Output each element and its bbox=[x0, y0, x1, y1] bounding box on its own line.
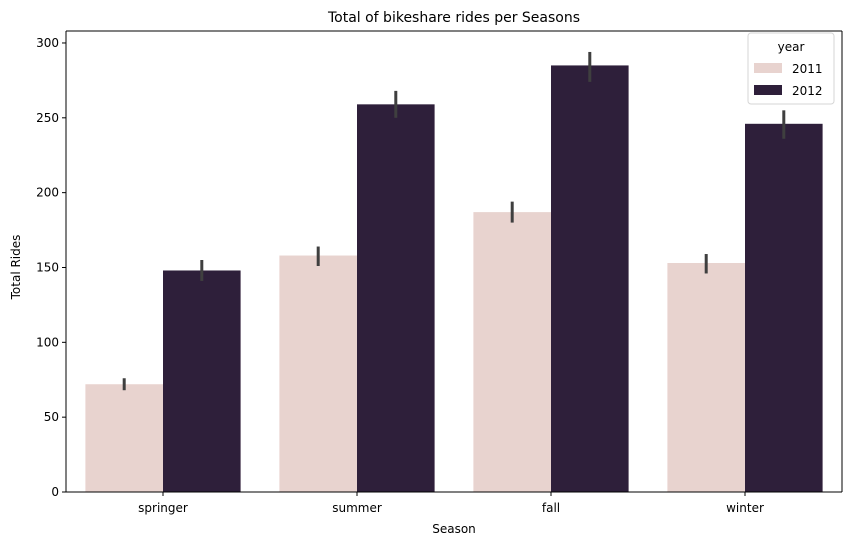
legend-label-2011: 2011 bbox=[792, 62, 823, 76]
bar-springer-2011 bbox=[85, 384, 163, 492]
x-tick-label: springer bbox=[138, 501, 188, 515]
y-tick-label: 50 bbox=[44, 410, 59, 424]
y-tick-label: 250 bbox=[36, 111, 59, 125]
chart-title: Total of bikeshare rides per Seasons bbox=[327, 10, 580, 26]
bar-winter-2012 bbox=[745, 123, 823, 492]
error-bars-layer bbox=[122, 51, 786, 391]
bar-summer-2012 bbox=[357, 104, 435, 492]
legend-swatch-2011 bbox=[754, 63, 782, 73]
x-tick-label: summer bbox=[332, 501, 382, 515]
x-tick-label: winter bbox=[726, 501, 764, 515]
bar-fall-2011 bbox=[473, 212, 551, 492]
legend-swatch-2012 bbox=[754, 85, 782, 95]
y-tick-label: 200 bbox=[36, 186, 59, 200]
legend: year 2011 2012 bbox=[747, 32, 835, 105]
bar-springer-2012 bbox=[163, 270, 241, 492]
bar-summer-2011 bbox=[279, 255, 357, 492]
x-axis-title: Season bbox=[432, 522, 476, 536]
bar-winter-2011 bbox=[667, 262, 745, 492]
y-axis-title: Total Rides bbox=[9, 235, 23, 301]
bar-fall-2012 bbox=[551, 65, 629, 492]
y-tick-label: 100 bbox=[36, 335, 59, 349]
axes-layer: 0 50 100 150 200 250 300 springer summer fall wint… bbox=[36, 30, 843, 515]
y-tick-label: 150 bbox=[36, 260, 59, 274]
y-tick-label: 0 bbox=[51, 485, 59, 499]
y-tick-label: 300 bbox=[36, 36, 59, 50]
legend-title: year bbox=[778, 40, 805, 54]
x-tick-label: fall bbox=[542, 501, 560, 515]
legend-label-2012: 2012 bbox=[792, 84, 823, 98]
bars-layer bbox=[85, 65, 823, 492]
